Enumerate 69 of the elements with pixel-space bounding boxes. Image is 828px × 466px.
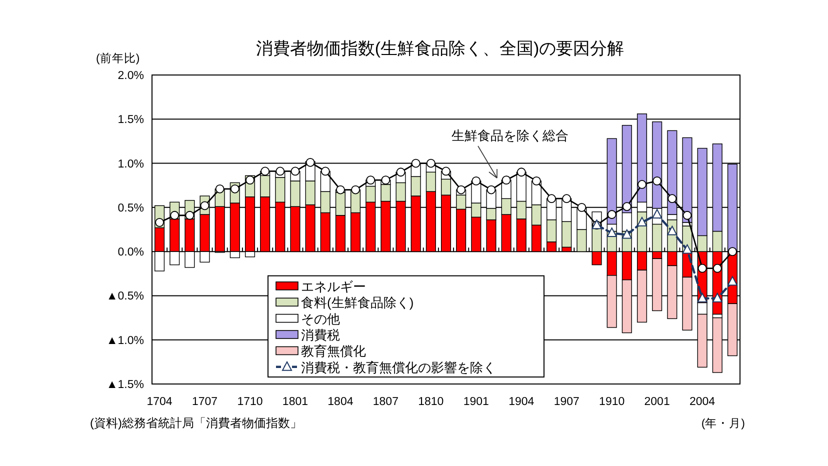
point [698,264,707,273]
x-tick-label: 2001 [644,396,670,408]
x-tick-label: 1910 [599,396,625,408]
y-tick-label: 1.5% [118,114,144,126]
point [426,158,436,168]
text: (資料)総務省統計局「消費者物価指数」 [90,416,302,430]
point [606,228,617,238]
point [728,247,737,256]
point [682,244,692,254]
point [246,176,254,185]
x-tick-label: 1801 [282,396,308,408]
point [320,166,330,176]
x-tick-label: 1710 [237,396,263,408]
legend-label: 食料(生鮮食品除く) [301,295,414,310]
y-tick-label: 1.0% [118,158,144,170]
point [727,276,738,286]
point [502,176,511,185]
x-tick-label: 1704 [146,396,173,408]
x-tick-label: 1807 [372,396,398,408]
point [411,158,420,168]
y-axis-title: (前年比) [96,52,140,65]
point [622,202,632,211]
x-tick-label: 1804 [328,396,354,408]
point [668,194,677,204]
legend-label: 教育無償化 [301,344,366,359]
point [577,202,586,212]
y-tick-label: 0.5% [118,202,144,214]
point [712,264,722,273]
y-tick-label: 0.0% [118,246,144,259]
point [622,229,632,239]
point [712,292,722,302]
point [607,210,616,219]
point [547,194,556,204]
point [290,166,300,176]
point [516,168,526,177]
legend-label: その他 [301,311,340,326]
x-tick-label: 2004 [690,396,716,408]
point [396,168,406,177]
point [532,176,541,186]
point [637,216,647,226]
point [562,194,572,204]
x-tick-label: 1810 [418,396,444,408]
annotation: 生鮮食品を除く総合 [452,128,568,143]
y-tick-label: 2.0% [118,70,144,82]
y-tick-label: ▲0.5% [106,290,144,303]
point [682,210,692,220]
point [185,210,194,220]
point [486,185,496,194]
point [652,208,662,218]
x-tick-label: 1904 [508,396,535,408]
point [306,158,315,167]
point [155,218,164,227]
point [652,176,662,186]
point [472,176,481,186]
point [351,185,360,194]
point [667,226,678,236]
x-tick-label: 1907 [554,396,580,408]
chart-title: 消費者物価指数(生鮮食品除く、全国)の要因分解 [256,39,624,58]
y-tick-label: ▲1.0% [106,334,144,347]
x-tick-label: 1707 [192,396,218,408]
x-axis-title: (年・月) [701,417,746,430]
point [638,180,646,189]
legend-label: 消費税・教育無償化の影響を除く [301,360,496,375]
legend-label: 消費税 [301,328,340,342]
point [697,292,708,302]
point [215,184,224,194]
legend-label: エネルギー [301,278,366,294]
y-tick-label: ▲1.5% [106,379,144,391]
x-tick-label: 1901 [463,396,489,408]
